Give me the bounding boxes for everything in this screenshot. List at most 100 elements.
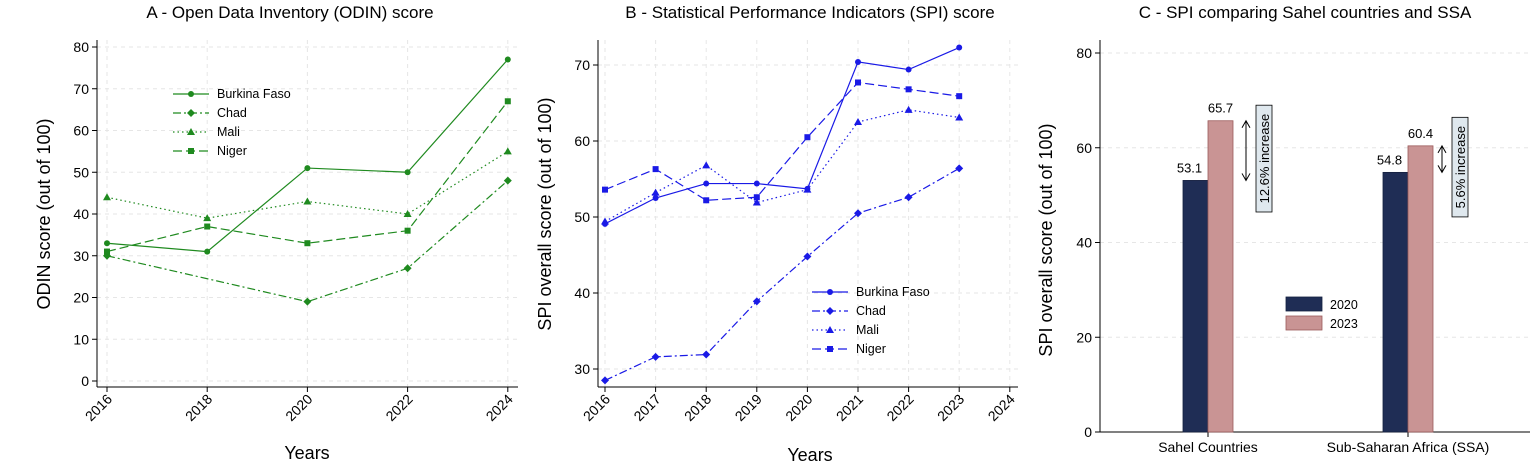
b-point-chad-2017 [651,352,660,361]
c-legend-label-2023: 2023 [1330,317,1358,331]
a-legend-item-mali: Mali [173,125,240,139]
b-y-tick-label-60: 60 [574,133,590,149]
a-y-tick-label-70: 70 [73,81,89,97]
b-line-mali [604,109,960,223]
c-y-tick-label-80: 80 [1076,45,1092,61]
b-x-tick-label-2022: 2022 [883,391,916,424]
b-x-tick-label-2021: 2021 [833,391,866,424]
panel-c-category-labels: Sahel Countries Sub-Saharan Africa (SSA) [1158,432,1489,455]
b-y-tick-label-70: 70 [574,57,590,73]
b-point-chad-2022 [904,193,913,202]
panel-a-legend: Burkina Faso Chad Mali Niger [173,87,291,158]
b-x-tick-label-2020: 2020 [782,391,815,424]
a-x-tick-label-2018: 2018 [182,391,215,424]
a-x-tick-label-2024: 2024 [483,391,516,424]
c-annotation-arrowhead-up-1 [1241,119,1251,128]
b-point-mali-2021 [854,118,862,125]
a-point-burkina-faso-2020 [304,165,311,172]
c-annotation-box-1 [1255,104,1273,213]
c-y-tick-label-0: 0 [1084,424,1092,440]
a-point-mali-2024 [503,147,512,155]
panel-c-y-ticks: 0 20 40 60 80 [1076,45,1100,440]
b-point-niger-2017 [652,166,659,173]
a-point-niger-2016 [104,248,110,255]
a-legend-marker-chad [187,109,195,117]
panel-c-title: C - SPI comparing Sahel countries and SS… [1139,3,1472,22]
b-legend-label-chad: Chad [856,304,886,318]
b-legend-item-burkina-faso: Burkina Faso [812,285,930,299]
a-point-niger-2018 [204,223,211,230]
c-legend-item-2020: 2020 [1285,296,1358,312]
c-bar-2023-sahel-countries [1207,120,1234,433]
panel-c-annotations: 12.6% increase 5.6% increase [1241,104,1469,218]
b-point-mali-2023 [955,113,964,121]
b-point-burkina-faso-2021 [855,58,861,65]
panel-c-y-axis-title: SPI overall score (out of 100) [1036,123,1056,356]
b-point-niger-2018 [703,197,710,204]
b-point-niger-2020 [804,134,811,141]
b-series-niger [602,79,963,204]
b-point-niger-2023 [956,93,963,100]
a-point-burkina-faso-2016 [104,240,110,247]
panel-b-x-axis-title: Years [787,445,832,464]
b-series-chad [601,164,964,385]
panel-a-y-ticks: 0 10 20 30 40 50 60 70 80 [73,39,97,389]
b-point-chad-2016 [601,376,609,385]
c-annotation-1: 12.6% increase [1241,104,1273,213]
b-point-chad-2023 [955,164,964,173]
c-legend-item-2023: 2023 [1285,315,1358,331]
panel-b-y-ticks: 30 40 50 60 70 [574,57,598,377]
a-point-niger-2024 [504,98,511,105]
a-y-tick-label-10: 10 [73,331,89,347]
b-legend-marker-niger [827,346,833,352]
c-annotation-arrowhead-up-2 [1437,144,1447,154]
b-x-tick-label-2016: 2016 [580,391,613,424]
a-y-tick-label-50: 50 [73,164,89,180]
panel-c-bar-chart: C - SPI comparing Sahel countries and SS… [1036,3,1530,455]
b-legend-label-burkina-faso: Burkina Faso [856,285,930,299]
a-y-tick-label-80: 80 [73,39,89,55]
a-series-niger [104,98,511,255]
c-category-label-sahel-countries: Sahel Countries [1158,439,1258,455]
a-point-niger-2022 [404,227,411,234]
b-point-burkina-faso-2019 [753,180,760,187]
b-legend-label-niger: Niger [856,342,886,356]
c-bar-2023-sub-saharan-africa-ssa [1407,145,1434,433]
a-legend-marker-mali [187,128,195,135]
a-point-niger-2020 [304,240,311,247]
a-point-mali-2022 [403,210,412,217]
a-point-mali-2020 [303,197,312,205]
a-legend-label-mali: Mali [217,125,240,139]
b-point-niger-2019 [753,194,760,201]
panel-b-grid [598,40,1018,387]
c-annotation-arrowhead-down-1 [1241,173,1251,182]
a-point-burkina-faso-2022 [404,169,411,176]
b-point-burkina-faso-2022 [905,66,912,73]
panel-b-title: B - Statistical Performance Indicators (… [625,3,994,22]
b-x-tick-label-2017: 2017 [630,391,663,424]
a-y-tick-label-0: 0 [81,373,89,389]
a-y-tick-label-30: 30 [73,248,89,264]
a-x-tick-label-2020: 2020 [282,391,315,424]
b-point-niger-2021 [855,79,861,86]
panel-a-series [103,56,512,306]
a-series-chad [103,176,512,306]
c-legend-label-2020: 2020 [1330,298,1358,312]
panel-a-odin-chart: A - Open Data Inventory (ODIN) score 0 10… [34,3,518,463]
b-legend-item-mali: Mali [812,323,879,337]
b-series-mali [601,105,964,225]
a-line-niger [106,100,509,253]
c-bar-2020-sub-saharan-africa-ssa [1382,171,1409,433]
a-y-tick-label-40: 40 [73,206,89,222]
b-point-chad-2020 [803,252,812,261]
b-point-mali-2017 [651,188,660,196]
c-annotation-box-2 [1451,116,1469,218]
c-data-label-2020-sahel-countries: 53.1 [1177,160,1202,175]
c-bar-2020-sahel-countries [1182,180,1209,433]
c-data-label-2023-sahel-countries: 65.7 [1208,101,1233,116]
c-annotation-2: 5.6% increase [1437,116,1469,218]
b-point-chad-2018 [702,350,711,359]
a-point-chad-2022 [403,264,412,273]
a-legend-label-chad: Chad [217,106,247,120]
b-y-tick-label-50: 50 [574,209,590,225]
